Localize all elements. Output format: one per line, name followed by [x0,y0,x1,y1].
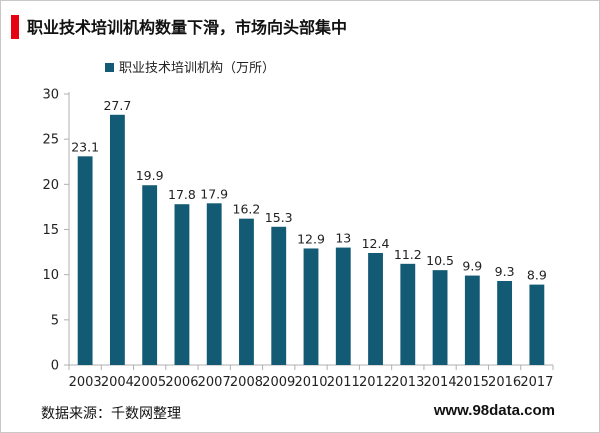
bar-2014 [432,270,448,365]
legend-swatch [105,63,114,72]
bar-2005 [142,185,158,365]
x-tick-label-2010: 2010 [294,375,327,390]
y-tick-label: 5 [51,313,59,328]
x-tick-label-2017: 2017 [520,375,553,390]
x-tick-label-2014: 2014 [424,375,457,390]
x-tick-label-2006: 2006 [165,375,198,390]
x-tick-label-2005: 2005 [133,375,166,390]
y-tick-label: 0 [51,359,59,374]
x-tick-label-2016: 2016 [488,375,521,390]
data-label-2017: 8.9 [527,268,547,283]
data-label-2010: 12.9 [297,231,325,246]
data-label-2011: 13 [335,231,351,246]
bar-2011 [335,247,351,365]
data-label-2016: 9.3 [495,264,515,279]
bar-2006 [174,204,190,365]
x-tick-label-2008: 2008 [230,375,263,390]
x-tick-label-2009: 2009 [262,375,295,390]
chart-legend: 职业技术培训机构（万所） [105,60,275,76]
data-label-2004: 27.7 [103,98,131,113]
data-label-2006: 17.8 [168,187,196,202]
title-accent-bar [11,15,19,39]
y-tick-label: 25 [42,133,59,148]
y-tick-label: 15 [42,223,59,238]
x-axis: 2003 2004 2005 2006 2007 2008 2009 2010 2011 2012… [68,364,554,390]
bar-2017 [529,284,545,365]
bar-2013 [400,263,416,365]
x-tick-label-2003: 2003 [69,375,102,390]
data-label-2015: 9.9 [462,259,482,274]
x-tick-label-2013: 2013 [391,375,424,390]
legend-label: 职业技术培训机构（万所） [119,60,275,76]
bar-2012 [368,252,383,365]
data-label-2008: 16.2 [233,202,261,217]
bar-2015 [464,275,480,365]
bar-2009 [271,226,287,365]
bar-2003 [77,156,93,365]
bar-2010 [303,248,319,365]
data-labels: 23.1 27.7 19.9 17.8 17.9 16.2 15.3 12.9 13 12.4 11… [71,98,547,283]
y-tick-label: 30 [42,88,59,103]
bar-2004 [109,114,125,365]
data-label-2007: 17.9 [200,186,228,201]
y-tick-label: 10 [42,268,59,283]
website-link[interactable]: www.98data.com [433,402,555,419]
data-label-2005: 19.9 [136,168,164,183]
bar-series [77,114,545,365]
bar-2007 [206,203,222,365]
y-axis: 0 5 10 15 20 25 30 [42,88,70,374]
bar-2008 [239,218,254,365]
data-label-2014: 10.5 [426,253,454,268]
x-tick-label-2012: 2012 [359,375,392,390]
y-tick-label: 20 [42,178,59,193]
x-tick-label-2011: 2011 [327,375,360,390]
data-label-2012: 12.4 [362,236,390,251]
page-title: 职业技术培训机构数量下滑，市场向头部集中 [27,18,348,37]
data-label-2003: 23.1 [71,139,99,154]
x-tick-label-2015: 2015 [456,375,489,390]
data-source: 数据来源：千数网整理 [41,406,181,422]
data-label-2013: 11.2 [394,247,422,262]
bar-2016 [497,280,513,365]
x-tick-label-2007: 2007 [198,375,231,390]
data-label-2009: 15.3 [265,210,293,225]
x-tick-label-2004: 2004 [101,375,134,390]
